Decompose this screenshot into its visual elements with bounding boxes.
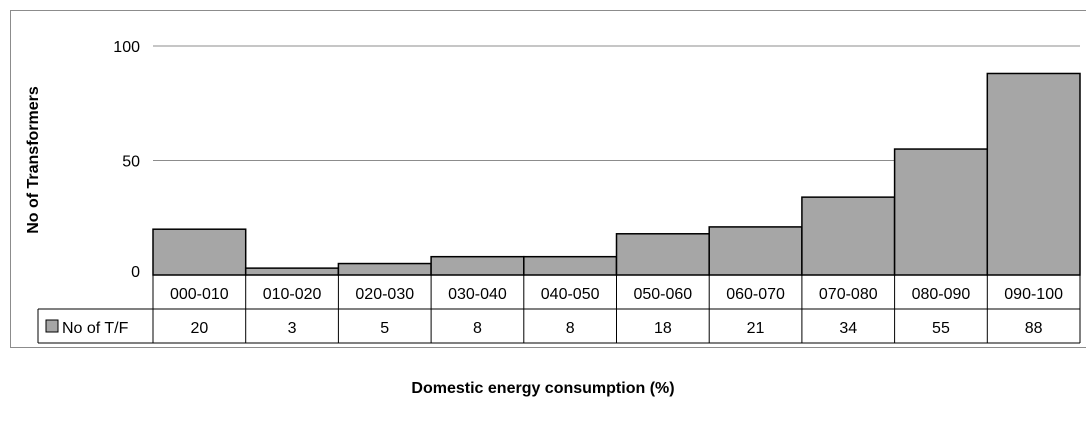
bar-070-080 <box>801 196 896 276</box>
bar-030-040 <box>430 255 525 276</box>
data-label: 3 <box>288 320 297 337</box>
x-tick-label: 090-100 <box>1004 286 1063 303</box>
bar-080-090 <box>893 148 989 276</box>
x-axis-label: Domestic energy consumption (%) <box>411 380 674 397</box>
bar-010-020 <box>244 267 340 276</box>
bar-060-070 <box>708 226 803 276</box>
data-table: 000-010 20 010-020 3 020-030 5 030-040 8 040-050… <box>37 274 1081 344</box>
y-tick-labels: 0 50 100 <box>113 39 140 281</box>
bar-000-010 <box>152 228 247 276</box>
y-tick-label: 50 <box>122 154 140 171</box>
legend-label: No of T/F <box>62 320 129 337</box>
x-tick-label: 010-020 <box>263 286 322 303</box>
bar-020-030 <box>337 262 432 276</box>
data-label: 20 <box>190 320 208 337</box>
data-label: 88 <box>1025 320 1043 337</box>
y-tick-label: 100 <box>113 39 140 56</box>
x-tick-label: 030-040 <box>448 286 507 303</box>
bars <box>152 72 1081 276</box>
data-label: 18 <box>654 320 672 337</box>
x-tick-label: 000-010 <box>170 286 229 303</box>
chart-frame <box>10 10 1086 348</box>
legend-swatch <box>45 319 59 333</box>
x-tick-label: 050-060 <box>633 286 692 303</box>
data-label: 8 <box>473 320 482 337</box>
data-label: 21 <box>747 320 765 337</box>
gridlines <box>153 45 1080 161</box>
x-tick-label: 060-070 <box>726 286 785 303</box>
data-label: 34 <box>839 320 857 337</box>
data-label: 55 <box>932 320 950 337</box>
x-tick-label: 040-050 <box>541 286 600 303</box>
y-axis-label: No of Transformers <box>25 86 42 234</box>
x-tick-label: 070-080 <box>819 286 878 303</box>
data-label: 8 <box>566 320 575 337</box>
x-tick-label: 020-030 <box>355 286 414 303</box>
bar-090-100 <box>986 72 1081 276</box>
bar-050-060 <box>615 233 710 276</box>
data-label: 5 <box>380 320 389 337</box>
bar-040-050 <box>523 255 618 276</box>
y-tick-label: 0 <box>131 264 140 281</box>
x-tick-label: 080-090 <box>912 286 971 303</box>
